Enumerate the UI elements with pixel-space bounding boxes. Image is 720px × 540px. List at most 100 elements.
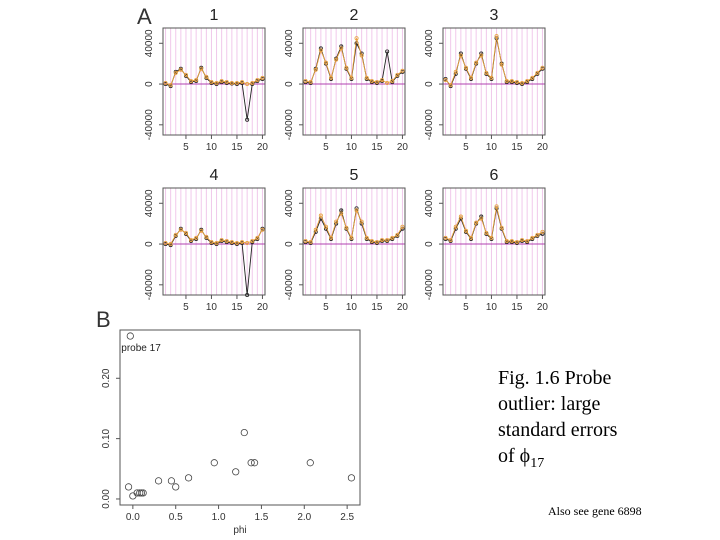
series-line [445,36,543,86]
x-tick-label: 10 [206,302,218,313]
point [484,70,489,75]
point [347,474,356,482]
x-tick-label: 20 [257,302,269,313]
point [344,225,349,230]
y-tick-label: 0 [284,241,295,247]
x-tick-label: 1.0 [212,512,226,523]
point [458,214,463,219]
plot-frame [119,329,361,506]
point [219,237,224,242]
point [255,77,260,82]
point [224,80,229,85]
x-tick-label: 20 [537,142,549,153]
point [204,234,209,239]
point [245,241,250,246]
point [499,62,504,67]
x-tick-label: 20 [397,302,409,313]
x-tick-label: 5 [323,302,329,313]
point [250,459,259,467]
point [210,459,218,467]
point [385,49,390,54]
annotation: probe 17 [121,343,161,354]
x-tick-label: 10 [346,302,358,313]
point [390,78,395,83]
point [229,240,234,245]
point [189,78,194,83]
point [173,232,178,237]
point [489,235,494,240]
plot-frame [302,27,406,136]
x-tick-label: 15 [231,142,243,153]
point [260,75,265,80]
point [247,459,255,467]
point [167,477,176,485]
y-tick-label: 0.20 [101,368,112,388]
point [224,238,229,243]
point [494,204,499,209]
y-tick-label: 40000 [284,29,295,57]
y-tick-label: 40000 [144,29,155,57]
point [209,80,214,85]
point [525,78,530,83]
point [168,242,173,247]
point [178,67,183,72]
point [209,240,214,245]
point [469,235,474,240]
point [329,235,334,240]
point [484,230,489,235]
point [232,468,240,476]
y-tick-label: 40000 [424,189,435,217]
y-tick-label: 40000 [144,189,155,217]
series-line [445,208,543,244]
point [329,75,334,80]
y-tick-label: 40000 [284,189,295,217]
point [129,492,137,500]
point [250,81,255,86]
point [323,224,328,229]
point [354,36,359,41]
y-tick-label: -40000 [424,109,435,141]
series-line [165,66,263,120]
point [385,81,390,86]
point [124,483,133,491]
point [245,292,250,297]
y-tick-label: -40000 [424,269,435,301]
chart-title: 3 [490,7,499,24]
point [374,240,379,245]
x-tick-label: 15 [371,142,383,153]
point [234,241,239,246]
point [448,237,453,242]
point [385,237,390,242]
x-tick-label: 15 [371,302,383,313]
point [339,211,344,216]
note: Also see gene 6898 [548,504,642,518]
point [469,75,474,80]
point [245,117,250,122]
panel-label: A [137,4,152,29]
point [168,83,173,88]
caption-subscript: 17 [530,456,544,471]
point [395,72,400,77]
point [395,232,400,237]
panel-label: B [96,307,111,332]
point [474,220,479,225]
series-line [165,67,263,86]
chart-title: 6 [490,167,499,184]
y-tick-label: 0 [144,81,155,87]
point [400,68,405,73]
point [318,213,323,218]
x-tick-label: 15 [231,302,243,313]
point [339,46,344,51]
x-tick-label: 10 [346,142,358,153]
point [520,81,525,86]
point [126,332,134,340]
caption-line: of ϕ17 [498,445,544,471]
point [499,225,504,230]
point [229,81,234,86]
point [137,489,146,497]
point [369,78,374,83]
x-tick-label: 15 [511,142,523,153]
point [520,237,525,242]
plot-frame [302,187,406,296]
